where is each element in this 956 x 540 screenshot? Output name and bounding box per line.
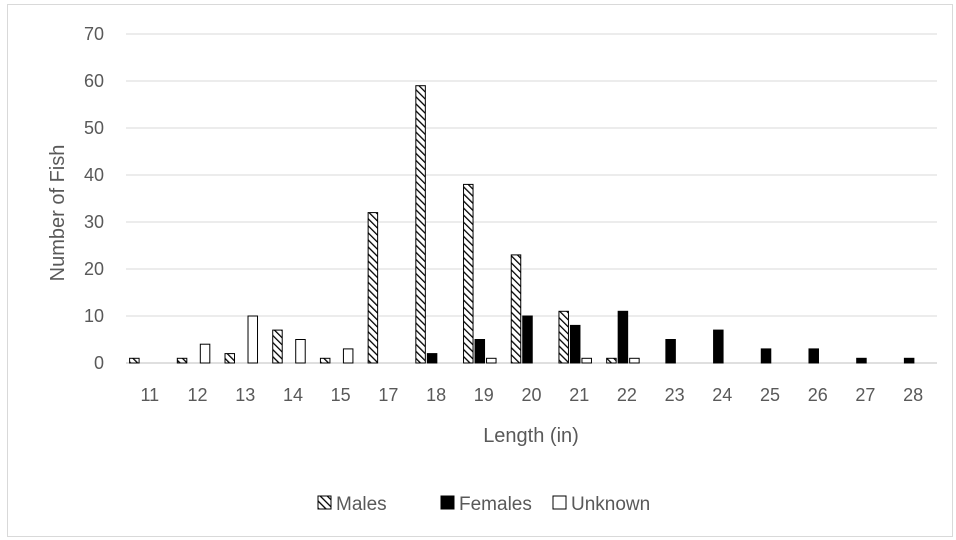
x-tick-label: 12 [188,385,208,405]
x-tick-label: 28 [903,385,923,405]
bar-females-19 [474,339,486,364]
bar-males-17 [367,212,379,364]
bar-unknown-12 [199,343,211,364]
y-tick-label: 0 [94,353,104,373]
legend-label: Females [459,494,532,515]
bar-males-18 [415,85,426,364]
bar-unknown-19 [486,357,497,364]
x-tick-label: 17 [378,385,398,405]
x-tick-label: 11 [141,385,160,405]
legend-swatch [317,495,332,510]
bar-males-11 [129,357,140,364]
bar-males-21 [558,310,569,364]
x-tick-label: 23 [665,385,685,405]
bar-males-22 [606,357,617,364]
y-tick-label: 30 [84,212,104,232]
legend: Males Females Unknown [317,494,650,515]
bar-females-21 [569,324,581,364]
x-tick-label: 27 [855,385,875,405]
legend-label: Males [336,494,387,515]
bar-males-13 [224,353,236,364]
legend-swatch [440,495,455,510]
x-tick-label: 15 [331,385,351,405]
bars [129,85,915,364]
bar-females-18 [426,353,438,364]
bar-males-14 [272,329,283,364]
bar-females-28 [903,357,915,364]
bar-females-23 [665,339,676,364]
y-tick-label: 50 [84,118,104,138]
y-tick-label: 10 [84,306,104,326]
legend-swatch [552,495,567,510]
bar-unknown-21 [581,357,592,364]
x-axis-ticks: 11 12 13 14 15 17 18 19 20 21 22 23 24 25 26 27 28 [141,385,924,405]
bar-males-12 [176,357,188,364]
bar-females-24 [713,329,724,364]
bar-unknown-13 [247,315,259,364]
chart-area [7,4,953,537]
legend-label: Unknown [571,494,650,515]
gridlines [126,33,937,364]
x-tick-label: 21 [569,385,589,405]
x-tick-label: 18 [426,385,446,405]
bar-unknown-14 [295,339,306,364]
x-tick-label: 26 [808,385,828,405]
bar-females-25 [760,348,772,364]
bar-males-15 [319,357,331,364]
x-tick-label: 24 [712,385,732,405]
legend-item-males: Males [317,494,387,515]
bar-females-27 [856,357,867,364]
x-tick-label: 22 [617,385,637,405]
bar-unknown-22 [629,357,640,364]
legend-item-unknown: Unknown [552,494,650,515]
y-axis-title: Number of Fish [47,145,69,282]
legend-item-females: Females [440,494,532,515]
y-tick-label: 40 [84,165,104,185]
y-tick-label: 60 [84,71,104,91]
y-tick-label: 20 [84,259,104,279]
bar-males-20 [510,254,522,364]
bar-females-22 [617,310,629,364]
bar-males-19 [463,183,474,364]
x-tick-label: 25 [760,385,780,405]
bar-females-26 [808,348,819,364]
x-tick-label: 20 [521,385,541,405]
x-tick-label: 14 [283,385,303,405]
x-axis-title: Length (in) [483,425,579,447]
bar-unknown-15 [342,348,354,364]
x-tick-label: 13 [235,385,255,405]
y-axis-ticks: 0 10 20 30 40 50 60 70 [84,24,104,373]
y-tick-label: 70 [84,24,104,44]
x-tick-label: 19 [474,385,494,405]
bar-females-20 [522,315,533,364]
